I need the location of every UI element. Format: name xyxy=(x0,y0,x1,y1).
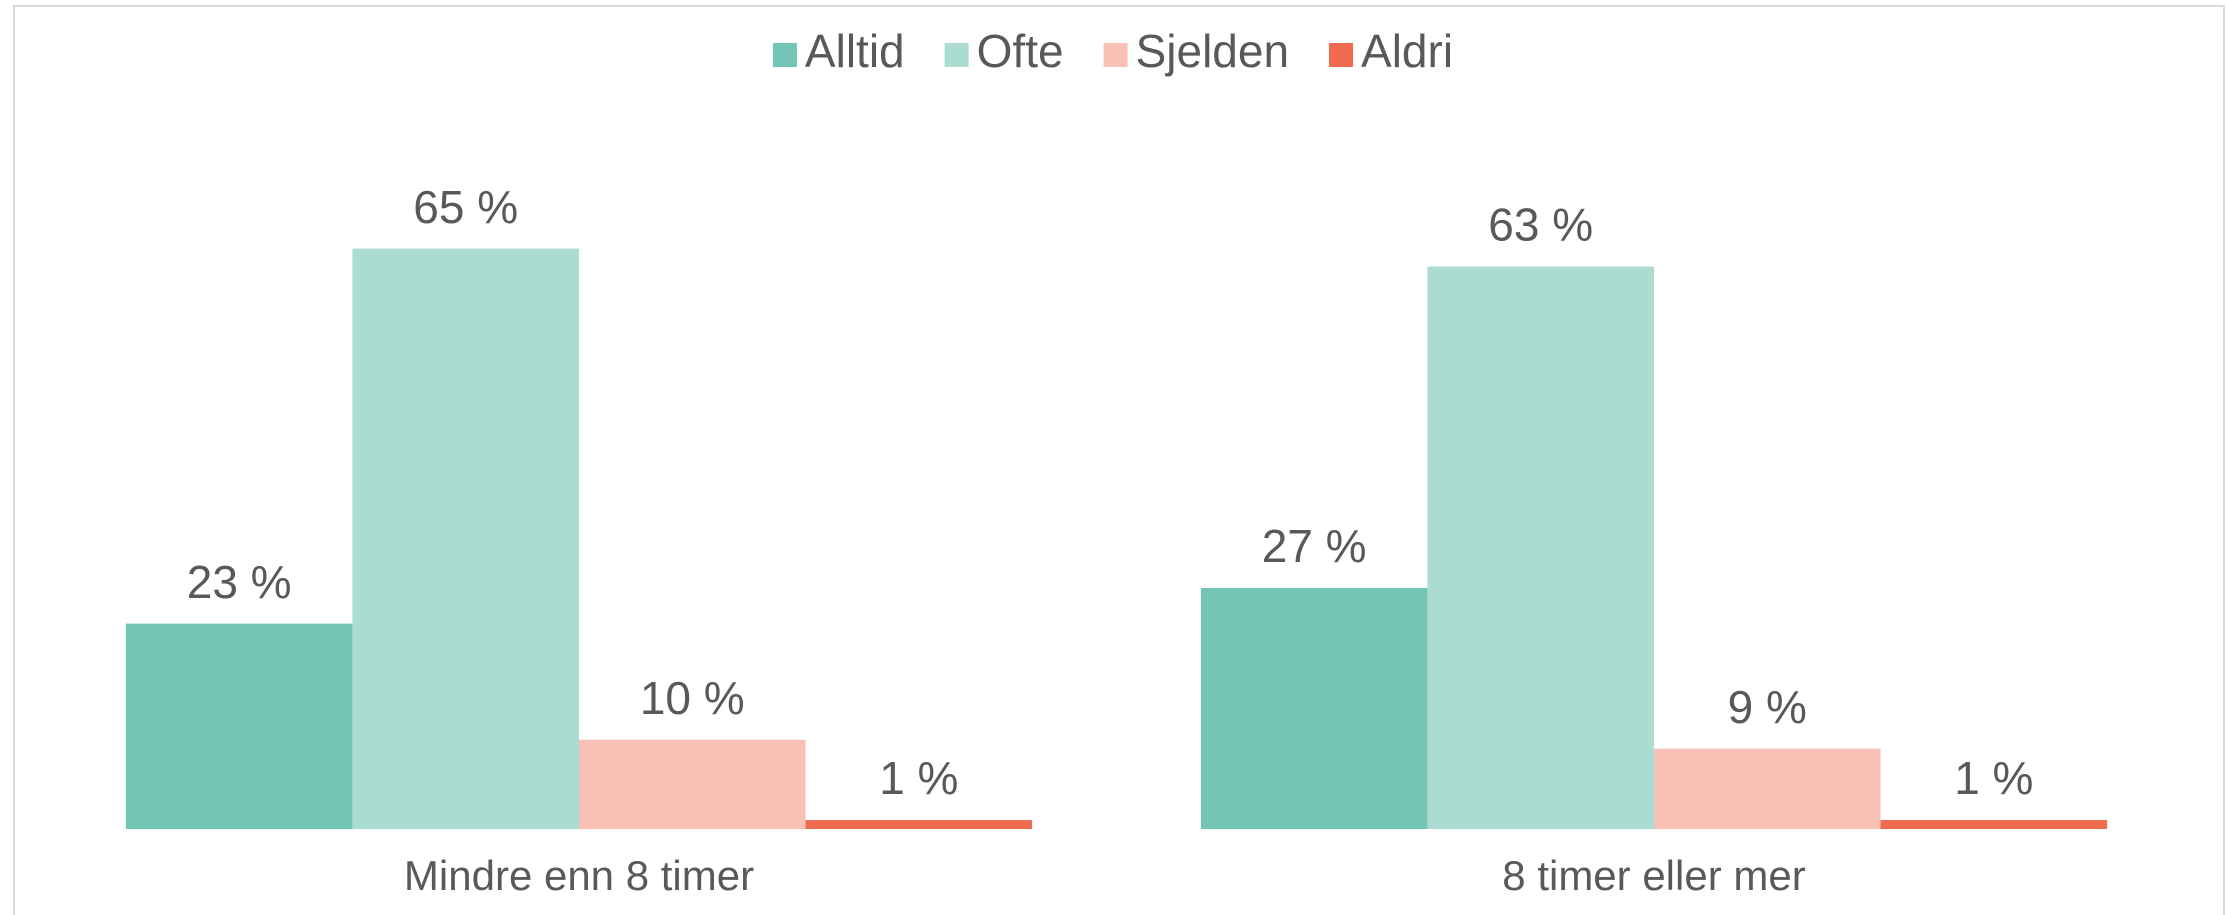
value-label: 23 % xyxy=(187,556,292,608)
bar xyxy=(579,739,806,829)
bar xyxy=(1654,748,1881,829)
value-label: 65 % xyxy=(413,181,518,233)
legend-swatch xyxy=(772,43,797,67)
legend-label: Sjelden xyxy=(1136,25,1289,77)
bar xyxy=(352,248,579,830)
legend-swatch xyxy=(944,43,969,67)
bar xyxy=(125,623,353,829)
bar xyxy=(805,820,1033,829)
value-label: 63 % xyxy=(1488,199,1593,251)
bar xyxy=(1880,820,2108,829)
value-label: 9 % xyxy=(1728,681,1807,733)
x-tick-label: Mindre enn 8 timer xyxy=(404,852,754,899)
legend-label: Aldri xyxy=(1361,25,1453,77)
bar xyxy=(1427,266,1654,829)
value-label: 27 % xyxy=(1262,520,1367,572)
value-label: 1 % xyxy=(879,752,958,804)
bar xyxy=(1200,587,1428,829)
legend-label: Alltid xyxy=(805,25,905,77)
value-label: 10 % xyxy=(640,672,745,724)
legend-swatch xyxy=(1329,43,1354,67)
legend-swatch xyxy=(1103,43,1128,67)
x-tick-label: 8 timer eller mer xyxy=(1502,852,1805,899)
legend-label: Ofte xyxy=(977,25,1064,77)
value-label: 1 % xyxy=(1954,752,2033,804)
